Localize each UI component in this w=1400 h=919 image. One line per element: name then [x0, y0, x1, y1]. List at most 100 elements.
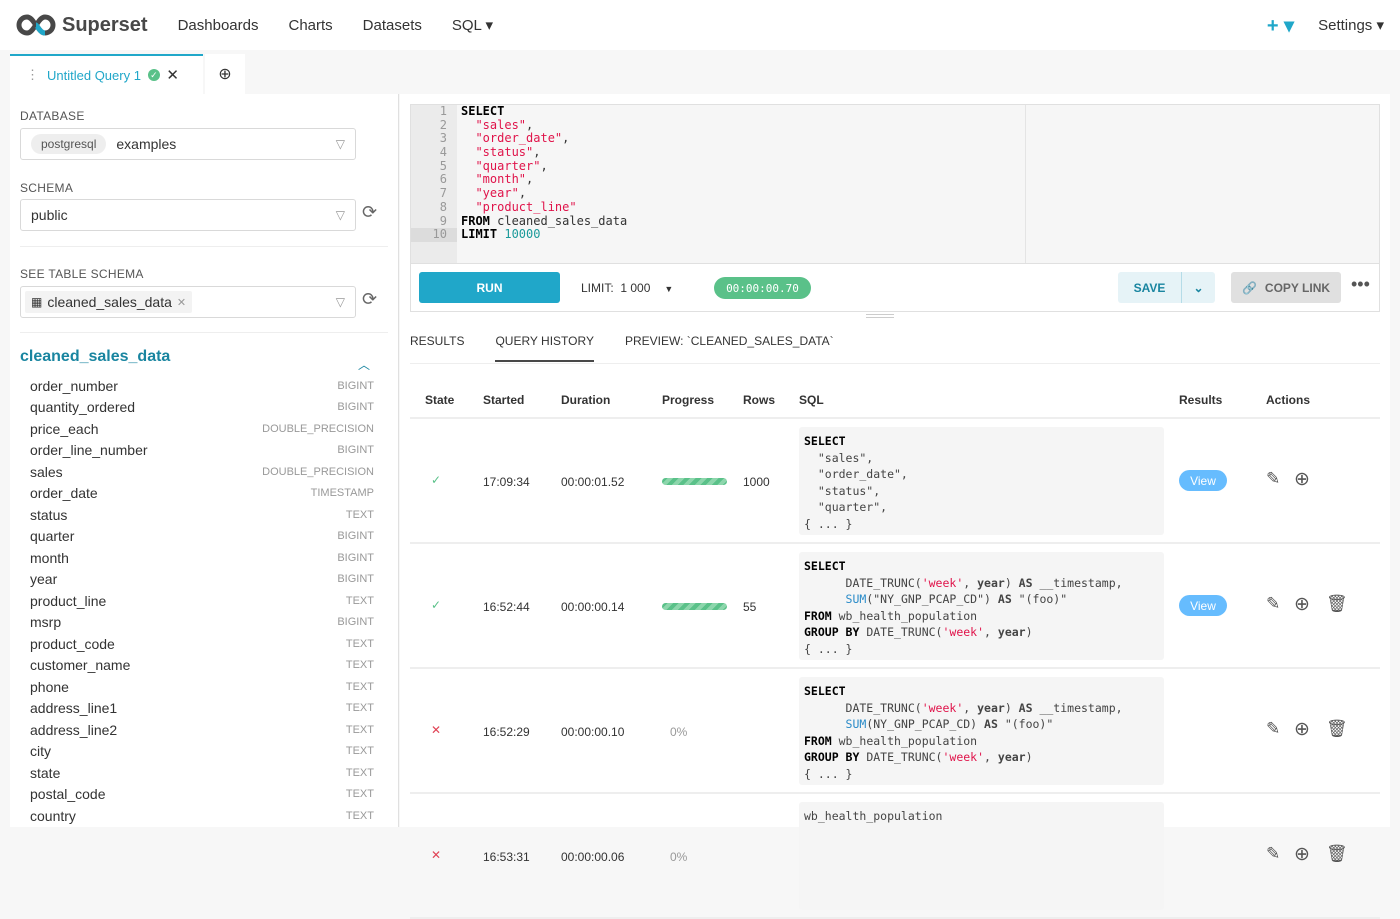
sql-line: FROM wb_health_population — [804, 608, 1159, 625]
copy-link-label: COPY LINK — [1264, 280, 1331, 295]
table-tag[interactable]: ▦ cleaned_sales_data ✕ — [25, 291, 193, 313]
progress-text: 0% — [670, 850, 688, 864]
add-circle-icon[interactable]: ⊕ — [1294, 469, 1310, 490]
nav-dashboards[interactable]: Dashboards — [177, 16, 259, 34]
trash-icon[interactable]: 🗑 — [1326, 844, 1348, 863]
code-token: year — [977, 575, 1005, 590]
column-type: BIGINT — [337, 530, 374, 543]
save-button[interactable]: SAVE ⌄ — [1118, 272, 1215, 303]
column-item[interactable]: product_line TEXT — [30, 590, 374, 612]
brand-name: Superset — [62, 13, 148, 36]
column-item[interactable]: msrp BIGINT — [30, 612, 374, 634]
code-token: SELECT — [804, 559, 846, 573]
code-line: "quarter", — [461, 159, 627, 174]
column-item[interactable]: month BIGINT — [30, 547, 374, 569]
trash-icon[interactable]: 🗑 — [1326, 594, 1348, 613]
line-number: 9 — [439, 213, 447, 228]
column-item[interactable]: phone TEXT — [30, 676, 374, 698]
column-item[interactable]: address_line1 TEXT — [30, 698, 374, 720]
column-item[interactable]: quantity_ordered BIGINT — [30, 397, 374, 419]
sql-editor[interactable]: 1 2 3 4 5 6 7 8 9 10 SELECT "sales", "order_date"… — [410, 104, 1380, 264]
sql-line: GROUP BY DATE_TRUNC('week', year) — [804, 624, 1159, 641]
table-icon: ▦ — [31, 295, 43, 309]
remove-tag-icon[interactable]: ✕ — [176, 296, 187, 309]
drag-handle-icon[interactable]: ⋮ — [26, 67, 39, 82]
progress-text: 0% — [670, 725, 688, 739]
column-name: product_line — [30, 592, 107, 609]
save-label[interactable]: SAVE — [1133, 280, 1166, 295]
sql-preview[interactable]: SELECT "sales", "order_date", "status", … — [799, 427, 1164, 535]
add-circle-icon[interactable]: ⊕ — [1294, 844, 1310, 865]
column-item[interactable]: price_each DOUBLE_PRECISION — [30, 418, 374, 440]
duration-cell: 00:00:00.14 — [561, 600, 625, 614]
table-select[interactable]: ▦ cleaned_sales_data ✕ ▽ — [20, 286, 356, 318]
run-button[interactable]: RUN — [419, 272, 560, 303]
column-item[interactable]: postal_code TEXT — [30, 784, 374, 806]
column-item[interactable]: status TEXT — [30, 504, 374, 526]
table-row: ✕ 16:53:31 00:00:00.06 0% wb_health_populati… — [410, 794, 1380, 919]
column-item[interactable]: address_line2 TEXT — [30, 719, 374, 741]
nav-sql[interactable]: SQL ▾ — [451, 17, 494, 34]
resize-handle[interactable] — [866, 314, 894, 318]
new-plus-menu[interactable]: + ▾ — [1266, 14, 1295, 37]
column-item[interactable]: quarter BIGINT — [30, 526, 374, 548]
database-select[interactable]: postgresql examples ▽ — [20, 128, 356, 160]
add-circle-icon[interactable]: ⊕ — [1294, 719, 1310, 740]
trash-icon[interactable]: 🗑 — [1326, 719, 1348, 738]
nav-datasets[interactable]: Datasets — [362, 16, 422, 34]
column-item[interactable]: country TEXT — [30, 805, 374, 827]
close-tab-icon[interactable]: ✕ — [166, 67, 179, 84]
column-item[interactable]: customer_name TEXT — [30, 655, 374, 677]
limit-dropdown[interactable]: LIMIT: 1 000 ▼ — [581, 281, 673, 295]
column-header: State — [425, 393, 455, 407]
code-line: FROM cleaned_sales_data — [461, 214, 627, 229]
edit-pencil-icon[interactable]: ✎ — [1266, 719, 1281, 738]
column-item[interactable]: order_line_number BIGINT — [30, 440, 374, 462]
more-options-icon[interactable]: ••• — [1351, 274, 1370, 294]
column-item[interactable]: order_date TIMESTAMP — [30, 483, 374, 505]
refresh-schema-icon[interactable]: ⟳ — [362, 202, 378, 222]
schema-select[interactable]: public ▽ — [20, 199, 356, 231]
column-item[interactable]: order_number BIGINT — [30, 375, 374, 397]
refresh-tables-icon[interactable]: ⟳ — [362, 289, 378, 309]
sql-preview[interactable]: SELECT DATE_TRUNC('week', year) AS __tim… — [799, 677, 1164, 785]
view-results-button[interactable]: View — [1179, 470, 1227, 491]
query-tab[interactable]: ⋮ Untitled Query 1 ✓ ✕ — [10, 54, 203, 94]
add-circle-icon[interactable]: ⊕ — [1294, 594, 1310, 615]
code-token — [461, 200, 475, 214]
edit-pencil-icon[interactable]: ✎ — [1266, 469, 1281, 488]
nav-charts[interactable]: Charts — [288, 16, 333, 34]
editor-margin-line — [1025, 105, 1026, 263]
editor-code[interactable]: SELECT "sales", "order_date", "status", … — [461, 104, 627, 242]
column-item[interactable]: city TEXT — [30, 741, 374, 763]
tab-query-history[interactable]: QUERY HISTORY — [495, 334, 594, 362]
column-item[interactable]: sales DOUBLE_PRECISION — [30, 461, 374, 483]
brand-logo[interactable]: Superset — [16, 14, 148, 37]
line-number: 4 — [439, 145, 447, 160]
column-item[interactable]: year BIGINT — [30, 569, 374, 591]
divider — [20, 332, 388, 333]
copy-link-button[interactable]: 🔗 COPY LINK — [1231, 272, 1341, 303]
column-item[interactable]: product_code TEXT — [30, 633, 374, 655]
tab-results[interactable]: RESULTS — [410, 334, 465, 348]
save-dropdown-chevron-icon[interactable]: ⌄ — [1181, 272, 1215, 303]
edit-pencil-icon[interactable]: ✎ — [1266, 594, 1281, 613]
column-name: product_code — [30, 635, 115, 652]
tab-preview[interactable]: PREVIEW: `CLEANED_SALES_DATA` — [624, 334, 834, 348]
code-token — [804, 717, 846, 731]
column-item[interactable]: state TEXT — [30, 762, 374, 784]
collapse-chevron-icon[interactable]: ︿ — [358, 358, 371, 372]
sql-preview[interactable]: SELECT DATE_TRUNC('week', year) AS __tim… — [799, 552, 1164, 660]
column-type: BIGINT — [337, 551, 374, 564]
code-token: ) — [1004, 700, 1019, 715]
add-tab-button[interactable]: ⊕ — [205, 54, 245, 94]
sql-preview[interactable]: wb_health_population — [799, 802, 1164, 910]
column-type: TEXT — [345, 508, 374, 521]
edit-pencil-icon[interactable]: ✎ — [1266, 844, 1281, 863]
settings-menu[interactable]: Settings ▾ — [1318, 17, 1384, 34]
code-token: 'week' — [921, 700, 964, 715]
view-results-button[interactable]: View — [1179, 595, 1227, 616]
table-name-heading[interactable]: cleaned_sales_data — [20, 348, 171, 365]
code-token: DATE_TRUNC( — [804, 575, 922, 590]
main-panel: 1 2 3 4 5 6 7 8 9 10 SELECT "sales", "order_date"… — [400, 94, 1390, 919]
